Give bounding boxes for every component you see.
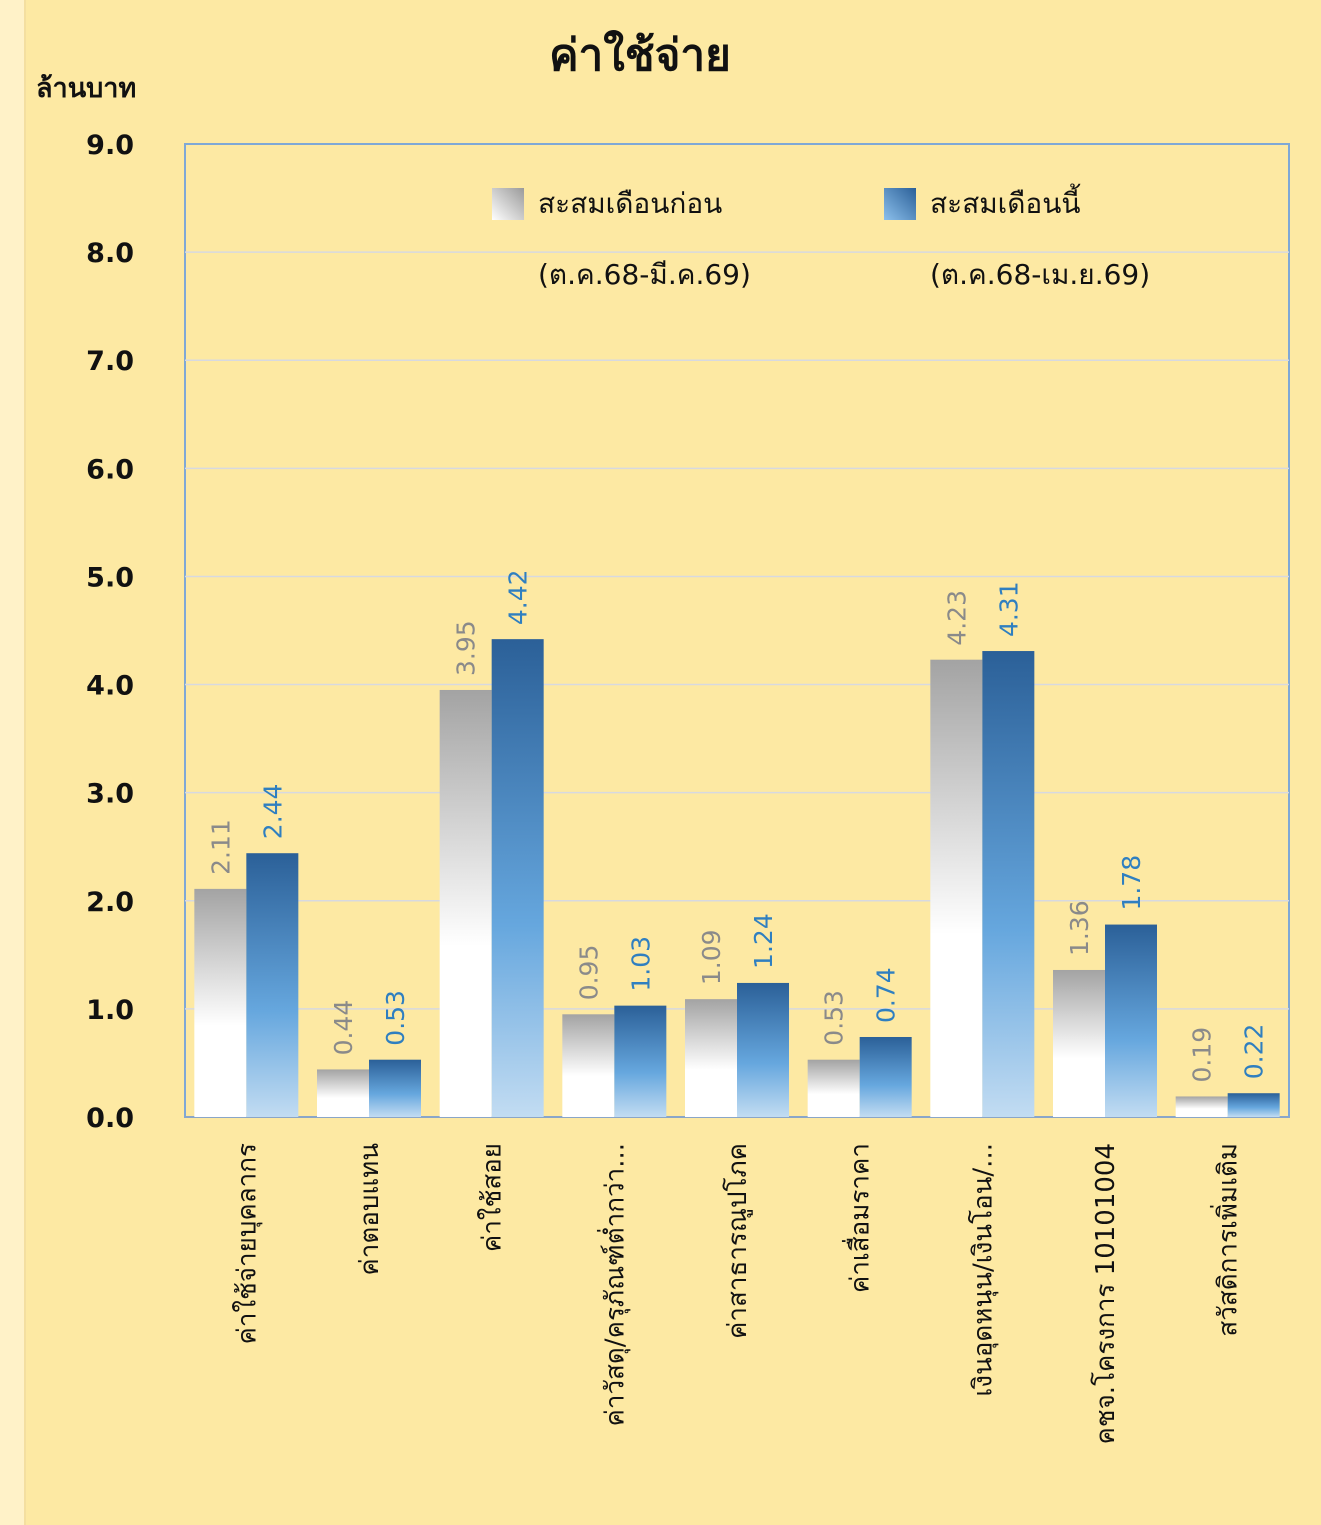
data-label-previous-7: 1.36 [1065, 900, 1094, 956]
legend-period-current: (ต.ค.68-เม.ย.69) [930, 258, 1150, 291]
bar-previous-1 [317, 1069, 369, 1117]
y-tick-label: 9.0 [86, 130, 134, 161]
y-tick-label: 5.0 [86, 562, 134, 593]
bar-previous-7 [1053, 969, 1105, 1117]
legend-swatch-previous [492, 188, 524, 220]
bar-previous-8 [1175, 1096, 1228, 1117]
left-strip [0, 0, 26, 1525]
bar-current-5 [859, 1036, 912, 1117]
data-label-current-4: 1.24 [749, 913, 778, 969]
y-axis-unit: ล้านบาท [36, 73, 137, 104]
bar-previous-2 [439, 689, 492, 1117]
y-tick-label: 7.0 [86, 346, 134, 377]
bar-current-8 [1227, 1093, 1280, 1117]
legend-label-current: สะสมเดือนนี้ [930, 183, 1081, 220]
data-label-previous-0: 2.11 [206, 819, 235, 875]
chart-title: ค่าใช้จ่าย [549, 30, 731, 81]
legend-period-previous: (ต.ค.68-มี.ค.69) [538, 258, 751, 291]
y-tick-label: 6.0 [86, 454, 134, 485]
bar-current-2 [491, 639, 544, 1117]
legend-swatch-current [884, 188, 916, 220]
data-label-previous-5: 0.53 [820, 990, 849, 1046]
data-label-current-3: 1.03 [626, 936, 655, 992]
data-label-current-7: 1.78 [1117, 855, 1146, 911]
x-tick-label-1: ค่าตอบแทน [355, 1143, 385, 1276]
bar-current-4 [737, 982, 789, 1117]
legend-label-previous: สะสมเดือนก่อน [538, 187, 722, 220]
x-tick-label-0: ค่าใช้จ่ายบุคลากร [232, 1143, 262, 1345]
bar-current-3 [614, 1005, 667, 1117]
data-label-previous-8: 0.19 [1188, 1027, 1217, 1083]
bar-previous-3 [562, 1014, 615, 1117]
bar-current-1 [369, 1059, 421, 1117]
bar-current-0 [246, 853, 299, 1117]
y-tick-label: 8.0 [86, 238, 134, 269]
x-tick-label-5: ค่าเสื่อมราคา [842, 1143, 876, 1293]
bar-current-7 [1105, 924, 1157, 1117]
data-label-current-6: 4.31 [994, 581, 1023, 637]
data-label-current-1: 0.53 [381, 990, 410, 1046]
y-tick-label: 2.0 [86, 887, 134, 918]
y-tick-label: 3.0 [86, 779, 134, 810]
x-tick-label-4: ค่าสาธารณูปโภค [722, 1143, 753, 1339]
data-label-current-5: 0.74 [872, 967, 901, 1023]
data-label-previous-6: 4.23 [942, 590, 971, 646]
y-tick-label: 4.0 [86, 671, 134, 702]
y-tick-label: 1.0 [86, 995, 134, 1026]
data-label-current-2: 4.42 [504, 569, 533, 625]
x-tick-label-3: ค่าวัสดุ/ครุภัณฑ์ต่ำกว่า... [596, 1143, 630, 1427]
x-tick-label-2: ค่าใช้สอย [478, 1143, 508, 1252]
data-label-previous-2: 3.95 [452, 620, 481, 676]
bar-previous-6 [930, 659, 983, 1117]
x-tick-label-8: สวัสดิการเพิ่มเติม [1210, 1143, 1244, 1337]
data-label-previous-1: 0.44 [329, 1000, 358, 1056]
data-label-previous-4: 1.09 [697, 929, 726, 985]
data-label-previous-3: 0.95 [574, 945, 603, 1001]
x-tick-label-6: เงินอุดหนุน/เงินโอน/... [967, 1143, 998, 1397]
data-label-current-0: 2.44 [258, 784, 287, 840]
bar-current-6 [982, 651, 1035, 1117]
bar-previous-0 [194, 888, 247, 1117]
x-tick-label-7: คชจ.โครงการ 10101004 [1090, 1143, 1121, 1444]
bar-previous-4 [685, 999, 737, 1117]
data-label-current-8: 0.22 [1240, 1024, 1269, 1080]
bar-previous-5 [807, 1059, 860, 1117]
y-tick-label: 0.0 [86, 1103, 134, 1134]
